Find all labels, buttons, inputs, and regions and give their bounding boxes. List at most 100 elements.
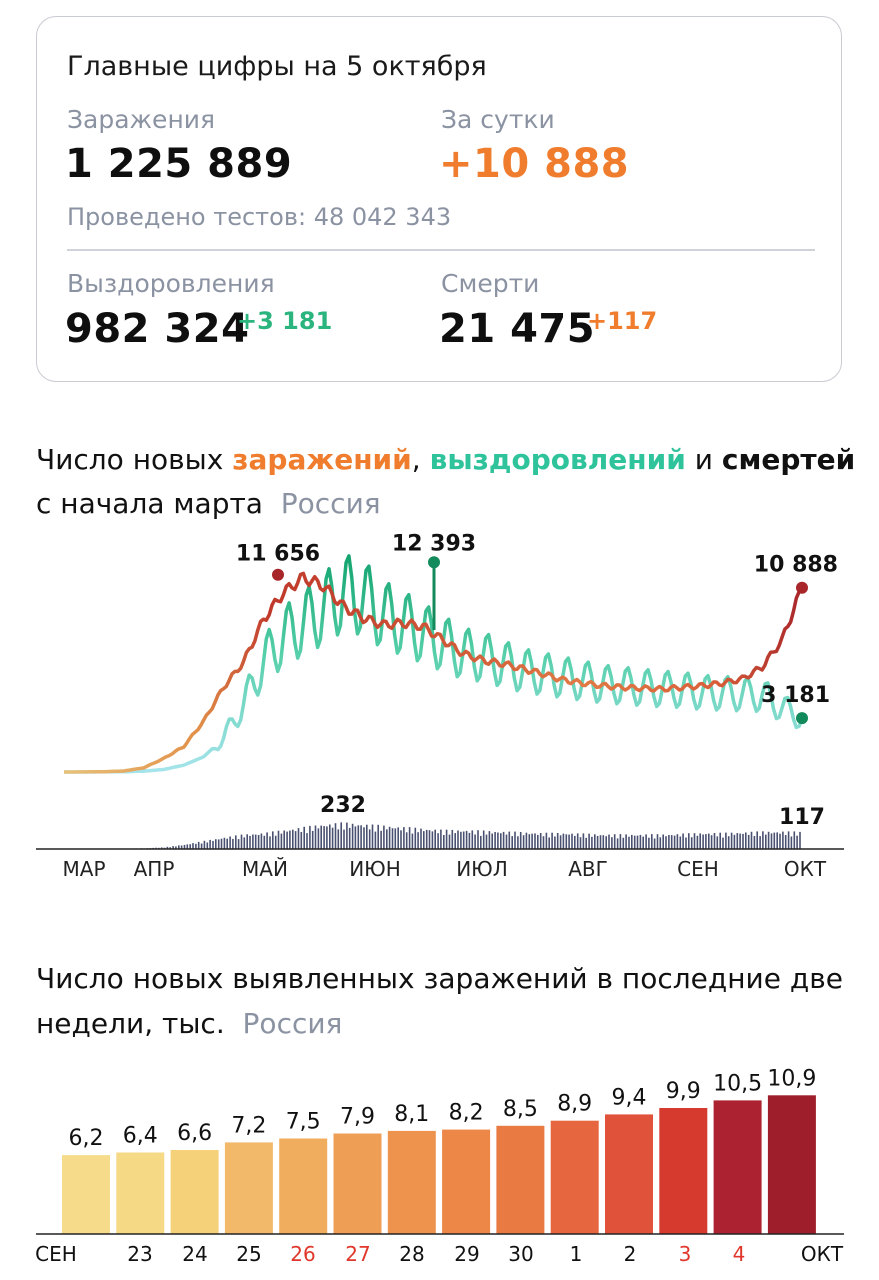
death-bar xyxy=(468,832,471,849)
death-bar xyxy=(545,832,548,849)
death-bar xyxy=(784,835,787,849)
death-bar xyxy=(269,836,271,849)
death-bar xyxy=(263,835,266,849)
death-bar xyxy=(254,834,257,849)
death-bar xyxy=(320,825,322,849)
death-bar xyxy=(331,827,334,849)
summary-title: Главные цифры на 5 октября xyxy=(67,51,487,82)
death-bar xyxy=(340,822,342,849)
death-bar xyxy=(400,830,402,849)
death-bar xyxy=(733,834,736,849)
death-bar xyxy=(300,832,303,849)
bar xyxy=(550,1120,599,1234)
death-bar xyxy=(292,829,294,849)
death-bar xyxy=(653,838,656,849)
chart1-title-prefix: Число новых xyxy=(36,443,233,476)
death-bar xyxy=(736,833,739,849)
death-bar xyxy=(514,831,516,849)
death-bar xyxy=(180,845,183,849)
death-bar xyxy=(471,830,474,849)
chart1-title-deaths: смертей xyxy=(721,443,856,476)
death-bar xyxy=(747,834,750,849)
death-bar xyxy=(537,834,539,849)
death-bar xyxy=(693,833,696,849)
death-bar xyxy=(656,834,659,849)
death-bar xyxy=(511,836,513,849)
death-bar xyxy=(212,840,214,849)
death-bar xyxy=(346,822,348,849)
daily-value: +10 888 xyxy=(439,141,630,187)
death-bar xyxy=(613,834,616,849)
death-bar xyxy=(716,836,719,849)
death-bar xyxy=(611,837,613,849)
death-bar xyxy=(448,834,451,849)
death-bar xyxy=(782,831,784,849)
deaths-peak-label: 232 xyxy=(320,793,366,818)
death-bar xyxy=(431,831,434,849)
recoveries-value: 982 324 xyxy=(65,306,250,352)
death-bar xyxy=(519,832,522,849)
daily-label: За сутки xyxy=(441,105,555,134)
x-ticks: МАР АПР МАЙ ИЮН ИЮЛ АВГ СЕН ОКТ xyxy=(63,857,827,881)
annotations: 11 656 12 393 10 888 3 181 232 117 xyxy=(236,531,838,830)
death-bar xyxy=(405,832,408,849)
death-bar xyxy=(779,833,781,849)
bar xyxy=(496,1125,545,1234)
death-bar xyxy=(229,836,231,849)
bar xyxy=(62,1155,110,1234)
death-bar xyxy=(386,829,388,849)
death-bar xyxy=(719,832,721,849)
death-bar xyxy=(277,830,280,849)
death-bar xyxy=(178,845,180,849)
death-bar xyxy=(745,832,747,849)
death-bar xyxy=(528,834,531,849)
x-tick-label: ОКТ xyxy=(784,857,827,881)
death-bar xyxy=(417,832,419,849)
death-bar xyxy=(799,831,801,849)
recoveries-last-marker xyxy=(796,712,808,725)
death-bar xyxy=(742,833,744,849)
x-tick-label: ИЮЛ xyxy=(456,857,508,881)
tests-text: Проведено тестов: 48 042 343 xyxy=(67,203,452,231)
death-bar xyxy=(773,832,776,849)
death-bar xyxy=(186,844,189,849)
bar-value-label: 9,9 xyxy=(666,1079,701,1104)
death-bar xyxy=(750,831,753,849)
x-tick-label: АВГ xyxy=(568,857,608,881)
x-tick-label: 1 xyxy=(570,1242,583,1266)
bar xyxy=(170,1150,219,1234)
bar-value-label: 9,4 xyxy=(612,1085,647,1110)
death-bar xyxy=(588,833,590,849)
chart1-title-and: и xyxy=(685,443,722,476)
death-bar xyxy=(266,832,268,849)
death-bar xyxy=(485,834,488,849)
death-bar xyxy=(195,843,197,849)
death-bar xyxy=(260,833,263,849)
death-bar xyxy=(388,826,391,849)
infections-last-label: 10 888 xyxy=(754,553,838,578)
death-bar xyxy=(562,833,565,849)
death-bar xyxy=(226,838,228,849)
death-bar xyxy=(599,835,602,849)
bar-value-label: 7,5 xyxy=(286,1110,321,1135)
summary-divider xyxy=(67,249,815,251)
bar xyxy=(387,1130,436,1234)
infections-label: Заражения xyxy=(67,105,216,134)
death-bar xyxy=(730,832,733,849)
death-bar xyxy=(636,835,639,849)
deaths-bars xyxy=(64,822,801,849)
death-bar xyxy=(425,829,428,849)
chart2-region[interactable]: Россия xyxy=(242,1007,343,1040)
death-bar xyxy=(548,837,550,849)
bar-value-label: 8,9 xyxy=(557,1092,592,1117)
death-bar xyxy=(445,829,448,849)
x-tick-label: 4 xyxy=(733,1242,746,1266)
chart1-region[interactable]: Россия xyxy=(280,487,381,520)
x-ticks: СЕН 23 24 25 26 27 28 29 30 1 2 3 4 ОКТ xyxy=(35,1242,844,1266)
death-bar xyxy=(539,833,542,849)
death-bar xyxy=(690,837,693,849)
death-bar xyxy=(585,837,587,849)
death-bar xyxy=(314,825,317,849)
death-bar xyxy=(368,829,371,849)
death-bar xyxy=(209,839,211,849)
